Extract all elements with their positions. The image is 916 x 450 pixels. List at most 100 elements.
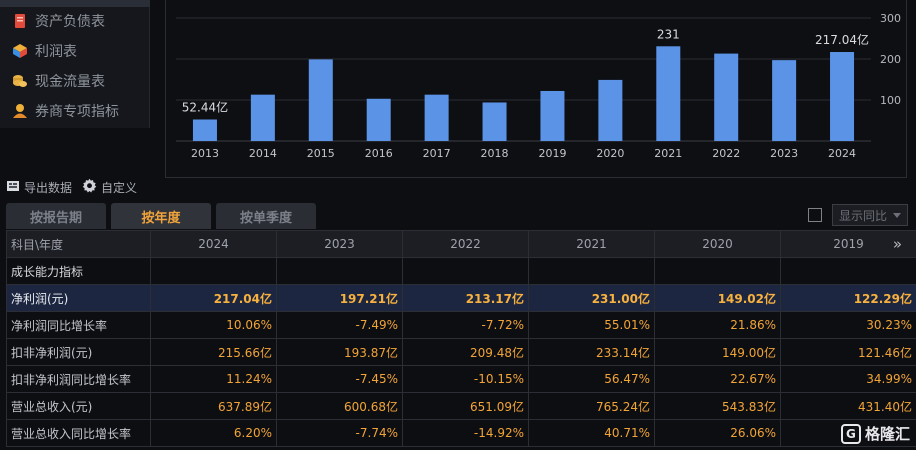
customize-button[interactable]: 自定义 [82, 178, 137, 196]
sidebar-item-cash-flow[interactable]: 现金流量表 [12, 70, 105, 92]
yoy-checkbox[interactable] [807, 208, 822, 222]
table-row[interactable]: 扣非净利润(元) 215.66亿 193.87亿 209.48亿 233.14亿 149.… [6, 338, 916, 366]
sidebar-item-label: 利润表 [35, 44, 77, 60]
cell-value: 209.48亿 [402, 338, 529, 366]
customize-label: 自定义 [101, 180, 138, 195]
cell-value: -7.45% [276, 365, 403, 393]
document-red-icon [12, 13, 28, 29]
tab-by-report-period[interactable]: 按报告期 [6, 203, 106, 229]
show-yoy-dropdown[interactable]: 显示同比 [831, 204, 908, 226]
sidebar-item-broker-indicators[interactable]: 券商专项指标 [12, 100, 119, 122]
sidebar-item-label: 券商专项指标 [35, 104, 119, 120]
cell-value: 122.29亿 [780, 284, 916, 312]
cell-value: 765.24亿 [528, 392, 655, 420]
cell-value: 233.14亿 [528, 338, 655, 366]
table-row[interactable]: 扣非净利润同比增长率 11.24% -7.45% -10.15% 56.47% 22.67… [6, 365, 916, 393]
cell-value: 121.46亿 [780, 338, 916, 366]
row-label: 扣非净利润同比增长率 [6, 365, 151, 393]
tab-by-year[interactable]: 按年度 [111, 203, 211, 229]
cell-value: 197.21亿 [276, 284, 403, 312]
cell-value: 55.01% [528, 311, 655, 339]
x-tick-label: 2014 [249, 147, 277, 160]
period-tabs: 按报告期 按年度 按单季度 [6, 203, 321, 229]
data-label: 231 [657, 27, 680, 41]
bar [540, 90, 565, 141]
x-tick-label: 2013 [191, 147, 219, 160]
bar [482, 102, 507, 141]
show-yoy-label: 显示同比 [838, 208, 887, 223]
y-tick-label: 100 [880, 94, 901, 107]
tab-by-quarter[interactable]: 按单季度 [216, 203, 316, 229]
row-label: 净利润同比增长率 [6, 311, 151, 339]
cell-value: -14.92% [402, 419, 529, 447]
cell-value: 600.68亿 [276, 392, 403, 420]
cell-value: 34.99% [780, 365, 916, 393]
bar [714, 53, 739, 142]
double-chevron-right-icon[interactable]: » [892, 235, 902, 253]
cell-value: 26.06% [654, 419, 781, 447]
header-subject-year: 科目\年度 [6, 230, 151, 258]
table-row[interactable]: 净利润同比增长率 10.06% -7.49% -7.72% 55.01% 21.86% 30… [6, 311, 916, 339]
financial-table: 科目\年度 2024 2023 2022 2021 2020 2019 » 成长… [6, 230, 916, 447]
cell-value: 30.23% [780, 311, 916, 339]
bar [772, 60, 797, 141]
x-tick-label: 2016 [365, 147, 393, 160]
cell-value: 21.86% [654, 311, 781, 339]
toolbar: 导出数据 自定义 [0, 176, 147, 198]
export-label: 导出数据 [24, 180, 73, 195]
y-tick-label: 200 [880, 53, 901, 66]
header-year[interactable]: 2024 [150, 230, 277, 258]
chevron-down-icon [893, 212, 901, 218]
cell-value: 431.40亿 [780, 392, 916, 420]
cell-value: -7.74% [276, 419, 403, 447]
header-year[interactable]: 2020 [654, 230, 781, 258]
header-year[interactable]: 2019 » [780, 230, 916, 258]
bar [192, 119, 217, 141]
cell-value: 11.24% [150, 365, 277, 393]
export-data-button[interactable]: 导出数据 [6, 179, 72, 196]
coins-icon [12, 73, 28, 89]
cell-value: -10.15% [402, 365, 529, 393]
row-label: 净利润(元) [6, 284, 151, 312]
sidebar-item-balance-sheet[interactable]: 资产负债表 [12, 10, 105, 32]
logo-g-icon: G [840, 423, 861, 444]
y-tick-label: 300 [880, 12, 901, 25]
sidebar-item-label: 现金流量表 [35, 74, 105, 90]
sidebar-selected-strip [0, 0, 150, 7]
table-row[interactable]: 营业总收入(元) 637.89亿 600.68亿 651.09亿 765.24亿 543.… [6, 392, 916, 420]
sidebar: 资产负债表 利润表 现金流量表 券商专项指标 [0, 0, 150, 128]
bar [250, 94, 275, 141]
cell-value: 215.66亿 [150, 338, 277, 366]
cell-value: 149.02亿 [654, 284, 781, 312]
gear-icon [82, 178, 97, 196]
header-year[interactable]: 2022 [402, 230, 529, 258]
data-label: 52.44亿 [182, 99, 228, 114]
row-label: 营业总收入(元) [6, 392, 151, 420]
section-row: 成长能力指标 [6, 257, 916, 285]
cell-value: 217.04亿 [150, 284, 277, 312]
table-row[interactable]: 营业总收入同比增长率 6.20% -7.74% -14.92% 40.71% 26.06% [6, 419, 916, 447]
table-header-row: 科目\年度 2024 2023 2022 2021 2020 2019 » [6, 230, 916, 258]
cell-value: 231.00亿 [528, 284, 655, 312]
cell-value: -7.72% [402, 311, 529, 339]
sidebar-item-income-statement[interactable]: 利润表 [12, 40, 77, 62]
x-tick-label: 2017 [423, 147, 451, 160]
bar [656, 46, 681, 141]
data-label: 217.04亿 [815, 32, 869, 47]
cell-value: 56.47% [528, 365, 655, 393]
export-icon [6, 179, 20, 196]
header-year[interactable]: 2021 [528, 230, 655, 258]
x-tick-label: 2019 [538, 147, 566, 160]
yoy-control: 显示同比 [807, 204, 908, 226]
x-tick-label: 2023 [770, 147, 798, 160]
x-tick-label: 2022 [712, 147, 740, 160]
bar [308, 59, 333, 141]
cell-value: 543.83亿 [654, 392, 781, 420]
table-row[interactable]: 净利润(元) 217.04亿 197.21亿 213.17亿 231.00亿 149.02… [6, 284, 916, 312]
cell-value: 6.20% [150, 419, 277, 447]
cell-value: 22.67% [654, 365, 781, 393]
cell-value: -7.49% [276, 311, 403, 339]
header-year[interactable]: 2023 [276, 230, 403, 258]
bar [424, 94, 449, 141]
user-icon [12, 103, 28, 119]
